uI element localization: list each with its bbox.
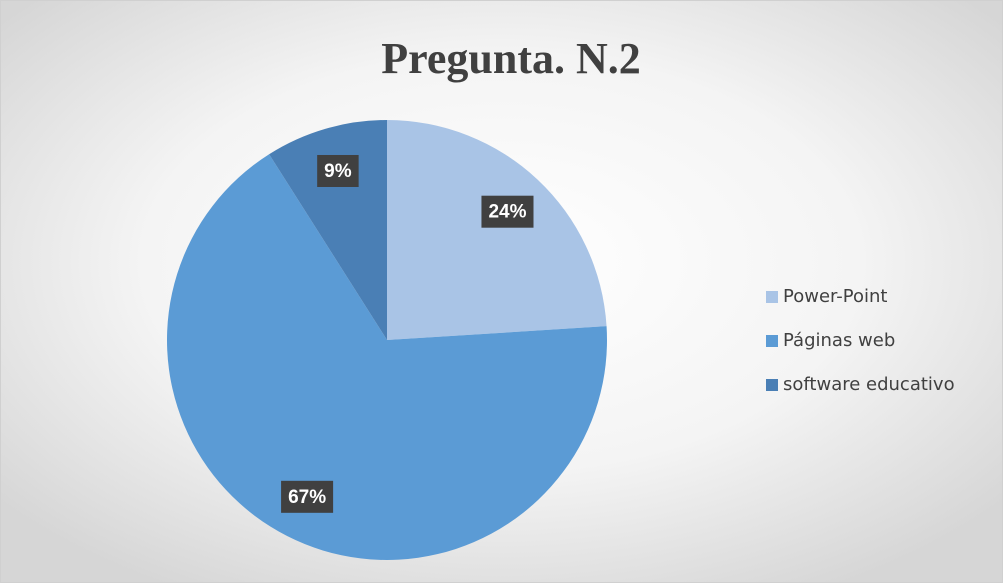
legend-label: Páginas web (783, 330, 895, 351)
data-labels: 24% 67% 9% (281, 154, 534, 513)
data-label: 24% (488, 202, 526, 223)
data-label: 9% (324, 161, 352, 182)
legend-swatch (766, 291, 778, 303)
pie (166, 120, 607, 560)
pie-slice (166, 154, 607, 560)
pie-slice (387, 120, 607, 340)
legend-label: software educativo (783, 374, 955, 395)
legend-label: Power-Point (783, 286, 887, 307)
data-label-box (281, 480, 334, 513)
data-label-box (481, 195, 534, 228)
legend-swatch (766, 379, 778, 391)
legend: Power-Point Páginas web software educativo (766, 286, 955, 395)
data-label-box (317, 154, 359, 187)
data-label: 67% (288, 487, 326, 508)
chart-title: Pregunta. N.2 (381, 34, 641, 83)
legend-swatch (766, 335, 778, 347)
